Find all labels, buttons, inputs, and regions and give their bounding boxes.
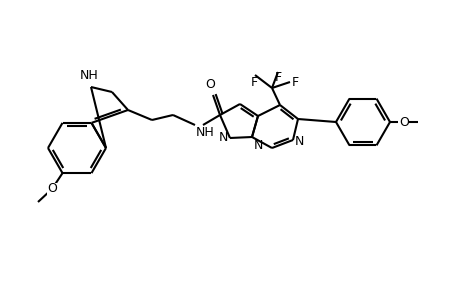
Text: N: N	[218, 130, 228, 143]
Text: NH: NH	[79, 69, 98, 82]
Text: N: N	[253, 139, 263, 152]
Text: O: O	[205, 78, 214, 91]
Text: NH: NH	[196, 126, 214, 139]
Text: F: F	[274, 71, 281, 84]
Text: O: O	[47, 182, 57, 196]
Text: N: N	[294, 134, 304, 148]
Text: F: F	[250, 76, 257, 89]
Text: F: F	[291, 76, 298, 88]
Text: O: O	[398, 116, 408, 128]
